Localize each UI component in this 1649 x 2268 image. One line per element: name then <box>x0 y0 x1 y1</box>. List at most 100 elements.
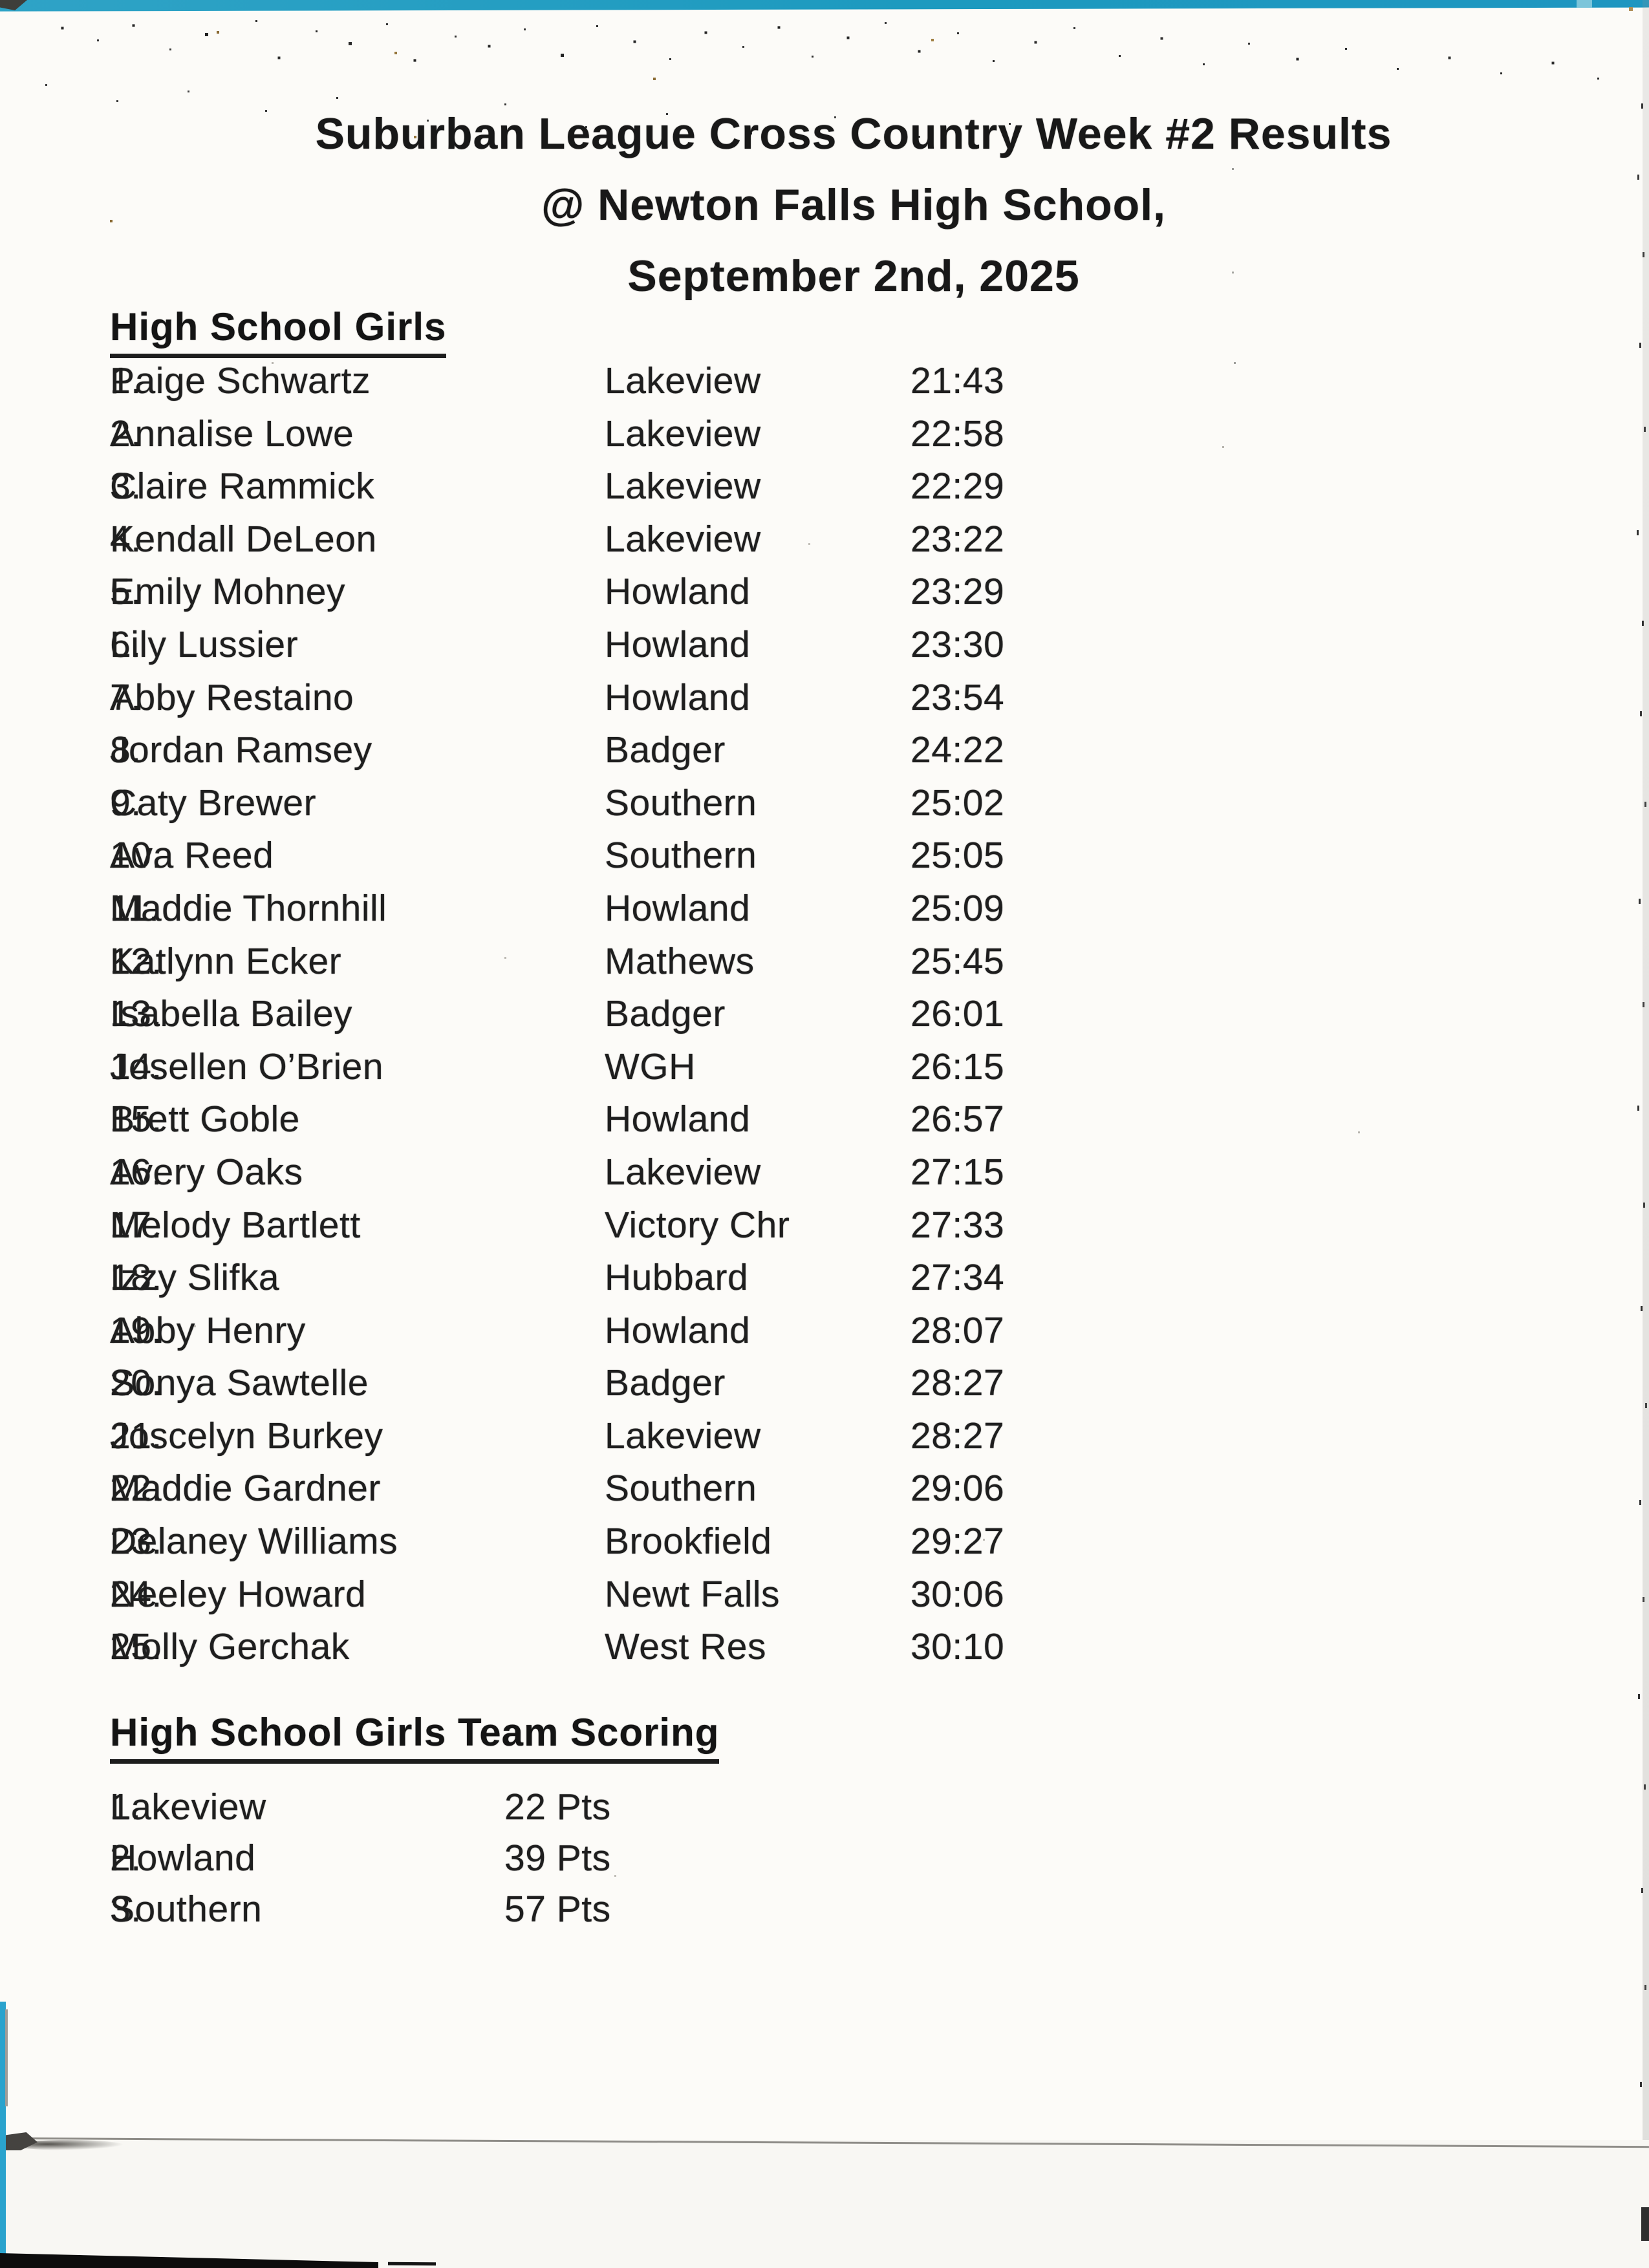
team-points: 39 Pts <box>504 1837 611 1879</box>
result-row: 20. Sonya Sawtelle Badger 28:27 <box>0 1357 1649 1410</box>
results-section-heading: High School Girls <box>110 306 447 358</box>
scan-bottom-right-mark <box>1641 2207 1649 2241</box>
finish-time: 26:57 <box>911 1098 1005 1140</box>
finish-time: 27:34 <box>911 1257 1005 1299</box>
team-name: Newt Falls <box>605 1573 781 1615</box>
result-row: 16. Avery Oaks Lakeview 27:15 <box>0 1146 1649 1199</box>
result-row: 15. Brett Goble Howland 26:57 <box>0 1093 1649 1146</box>
finish-time: 27:33 <box>911 1204 1005 1246</box>
finish-time: 22:58 <box>911 412 1005 455</box>
place-number: 2. <box>110 412 142 455</box>
runner-name: Josellen O’Brien <box>110 1045 384 1087</box>
paper-edge-shadow <box>14 2140 124 2150</box>
team-name: Howland <box>605 887 751 929</box>
place-number: 18. <box>110 1257 162 1299</box>
team-name: Southern <box>110 1888 263 1930</box>
runner-name: Brett Goble <box>110 1098 300 1140</box>
runner-name: Delaney Williams <box>110 1521 398 1563</box>
runner-name: Joscelyn Burkey <box>110 1415 383 1457</box>
result-row: 3. Claire Rammick Lakeview 22:29 <box>0 460 1649 513</box>
finish-time: 23:30 <box>911 623 1005 665</box>
team-scoring-heading: High School Girls Team Scoring <box>110 1712 720 1764</box>
runner-name: Caty Brewer <box>110 782 317 824</box>
place-number: 1. <box>110 360 142 401</box>
result-row: 14. Josellen O’Brien WGH 26:15 <box>0 1041 1649 1094</box>
scanner-band-notch <box>1577 0 1592 8</box>
finish-time: 26:15 <box>911 1045 1005 1087</box>
paper-right-edge-specks <box>1639 39 1641 44</box>
team-scoring-row: 2. Howland 39 Pts <box>0 1833 1649 1884</box>
place-number: 10. <box>110 835 162 877</box>
place-number: 7. <box>110 676 142 718</box>
place-number: 20. <box>110 1362 162 1404</box>
runner-name: Kendall DeLeon <box>110 518 377 560</box>
team-points: 57 Pts <box>504 1888 611 1930</box>
result-row: 13. Isabella Bailey Badger 26:01 <box>0 988 1649 1041</box>
finish-time: 21:43 <box>911 360 1005 401</box>
runner-name: Maddie Gardner <box>110 1468 381 1510</box>
place-number: 1. <box>110 1786 142 1828</box>
result-row: 18. Izzy Slifka Hubbard 27:34 <box>0 1252 1649 1305</box>
place-number: 6. <box>110 623 142 665</box>
runner-name: Paige Schwartz <box>110 360 371 401</box>
place-number: 3. <box>110 1888 142 1930</box>
place-number: 11. <box>110 887 160 929</box>
result-row: 11. Maddie Thornhill Howland 25:09 <box>0 883 1649 936</box>
team-name: Badger <box>605 729 726 771</box>
place-number: 12. <box>110 940 162 982</box>
result-row: 22. Maddie Gardner Southern 29:06 <box>0 1462 1649 1515</box>
scan-dust-specks-faint <box>0 0 2 2</box>
team-scoring-row: 1. Lakeview 22 Pts <box>0 1782 1649 1833</box>
finish-time: 29:27 <box>911 1521 1005 1563</box>
result-row: 2. Annalise Lowe Lakeview 22:58 <box>0 408 1649 461</box>
team-name: Southern <box>605 835 757 877</box>
place-number: 9. <box>110 782 142 824</box>
place-number: 15. <box>110 1098 162 1140</box>
team-name: Southern <box>605 782 757 824</box>
runner-name: Abby Henry <box>110 1309 306 1351</box>
result-row: 4. Kendall DeLeon Lakeview 23:22 <box>0 513 1649 566</box>
team-scoring-row: 3. Southern 57 Pts <box>0 1884 1649 1935</box>
finish-time: 24:22 <box>911 729 1005 771</box>
place-number: 21. <box>110 1415 162 1457</box>
paper-left-edge-seam <box>5 2009 8 2106</box>
finish-time: 23:22 <box>911 518 1005 560</box>
runner-name: Avery Oaks <box>110 1151 303 1193</box>
team-name: Lakeview <box>605 1151 761 1193</box>
team-name: West Res <box>605 1626 767 1668</box>
result-row: 8. Jordan Ramsey Badger 24:22 <box>0 724 1649 777</box>
place-number: 16. <box>110 1151 162 1193</box>
runner-name: Claire Rammick <box>110 465 375 508</box>
finish-time: 29:06 <box>911 1468 1005 1510</box>
place-number: 17. <box>110 1204 162 1246</box>
scanner-background-area <box>0 2140 1649 2268</box>
title-line-1: Suburban League Cross Country Week #2 Re… <box>315 109 1392 158</box>
team-name: Howland <box>605 1309 751 1351</box>
place-number: 25. <box>110 1626 162 1668</box>
team-name: Badger <box>605 1362 726 1404</box>
finish-time: 23:29 <box>911 571 1005 613</box>
runner-name: Lily Lussier <box>110 623 299 665</box>
place-number: 19. <box>110 1309 162 1351</box>
finish-time: 25:05 <box>911 835 1005 877</box>
result-row: 6. Lily Lussier Howland 23:30 <box>0 619 1649 672</box>
runner-name: Katlynn Ecker <box>110 940 342 982</box>
result-row: 23. Delaney Williams Brookfield 29:27 <box>0 1515 1649 1568</box>
place-number: 8. <box>110 729 142 771</box>
runner-name: Sonya Sawtelle <box>110 1362 369 1404</box>
result-row: 19. Abby Henry Howland 28:07 <box>0 1305 1649 1358</box>
result-row: 7. Abby Restaino Howland 23:54 <box>0 672 1649 725</box>
team-scoring-list: 1. Lakeview 22 Pts 2. Howland 39 Pts 3. Sou… <box>0 1782 1649 1935</box>
runner-name: Izzy Slifka <box>110 1257 280 1299</box>
team-name: Hubbard <box>605 1257 749 1299</box>
team-name: Howland <box>605 623 751 665</box>
result-row: 1. Paige Schwartz Lakeview 21:43 <box>0 355 1649 408</box>
result-row: 17. Melody Bartlett Victory Chr 27:33 <box>0 1199 1649 1252</box>
place-number: 13. <box>110 993 162 1035</box>
scanner-bed-band <box>0 0 1649 12</box>
finish-time: 23:54 <box>911 676 1005 718</box>
runner-name: Emily Mohney <box>110 571 345 613</box>
place-number: 23. <box>110 1521 162 1563</box>
runner-name: Maddie Thornhill <box>110 887 387 929</box>
